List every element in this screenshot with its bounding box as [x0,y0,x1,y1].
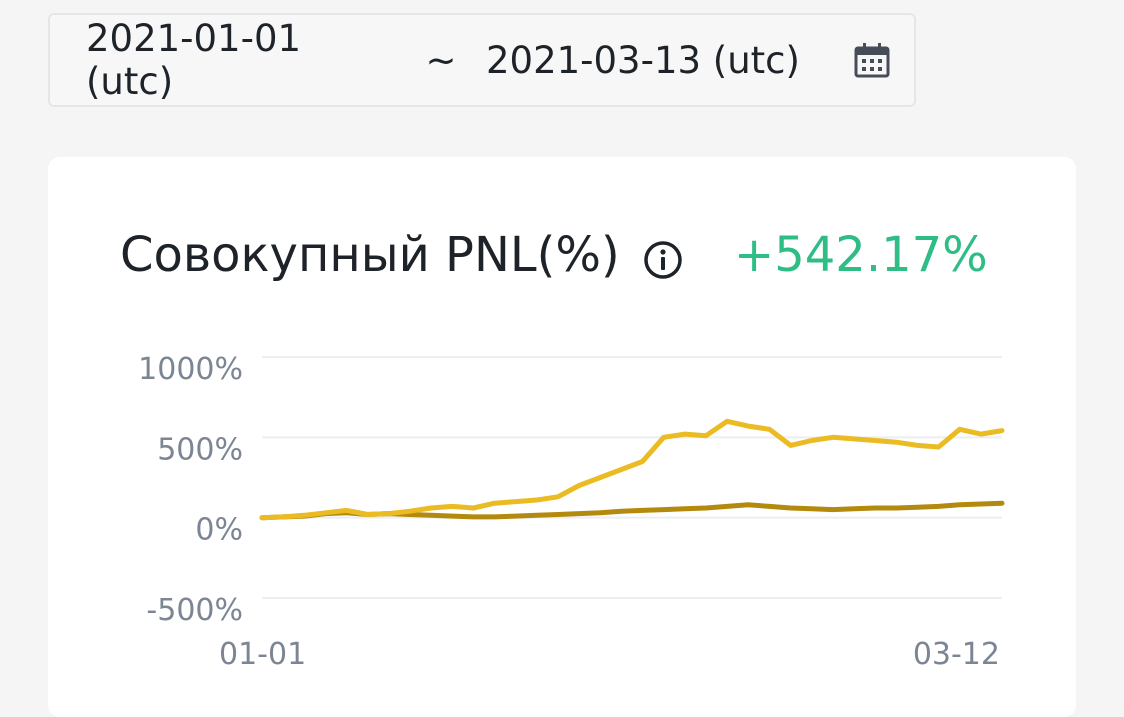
info-icon[interactable] [642,239,684,281]
date-separator: ~ [425,38,457,82]
start-date[interactable]: 2021-01-01 (utc) [86,17,302,103]
series-line-primary [259,418,1005,521]
y-tick-label: -500% [146,593,243,628]
date-range-picker[interactable]: 2021-01-01 (utc) ~ 2021-03-13 (utc) [48,13,916,107]
chart-title: Совокупный PNL(%) [120,227,620,283]
x-tick-label: 01-01 [219,637,306,672]
y-tick-label: 0% [195,513,243,548]
pnl-line-chart: 1000% 500% 0% -500% 01-01 03-12 [138,352,1005,672]
y-tick-label: 500% [157,432,243,467]
end-date[interactable]: 2021-03-13 (utc) [486,38,800,82]
pnl-value: +542.17% [734,227,988,283]
x-tick-label: 03-12 [913,637,1000,672]
calendar-icon[interactable] [852,40,892,80]
y-tick-label: 1000% [138,352,243,387]
